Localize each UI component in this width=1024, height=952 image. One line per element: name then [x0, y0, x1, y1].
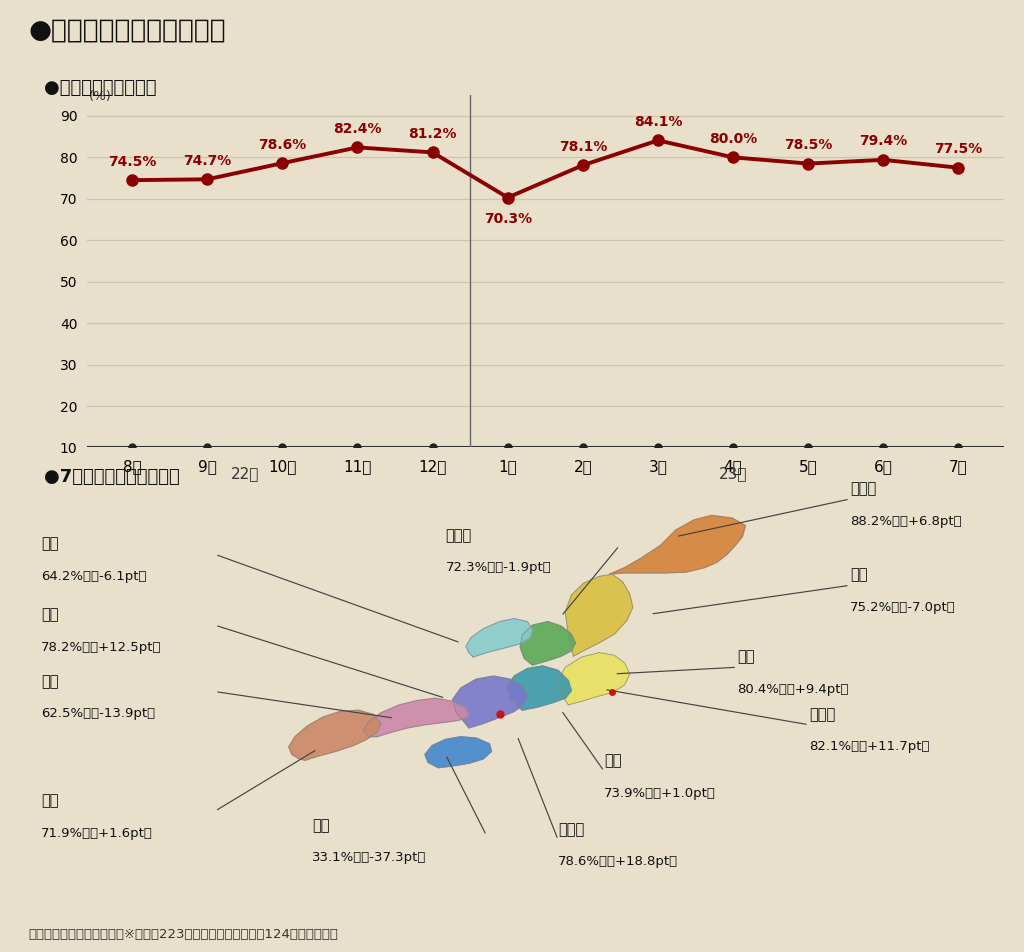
Text: 84.1%: 84.1%: [634, 115, 682, 129]
Text: 74.7%: 74.7%: [183, 153, 231, 168]
Text: 74.5%: 74.5%: [108, 154, 157, 169]
Text: 22年: 22年: [230, 466, 259, 481]
Text: 77.5%: 77.5%: [934, 142, 983, 156]
Polygon shape: [364, 698, 469, 737]
Polygon shape: [425, 737, 492, 767]
Text: 東京都: 東京都: [809, 707, 836, 722]
Polygon shape: [507, 665, 571, 710]
Text: 79.4%: 79.4%: [859, 134, 907, 149]
Polygon shape: [558, 653, 630, 704]
Text: 81.2%: 81.2%: [409, 127, 457, 141]
Text: 78.5%: 78.5%: [784, 138, 833, 152]
Text: 71.9%　（+1.6pt）: 71.9% （+1.6pt）: [41, 826, 153, 840]
Text: 75.2%　（-7.0pt）: 75.2% （-7.0pt）: [850, 601, 955, 614]
Text: 78.6%　（+18.8pt）: 78.6% （+18.8pt）: [558, 856, 678, 868]
Text: 64.2%　（-6.1pt）: 64.2% （-6.1pt）: [41, 570, 146, 583]
Polygon shape: [466, 619, 532, 657]
Text: 23年: 23年: [719, 466, 748, 481]
Text: 資料：全日本ホテル連盟　※調査は223ホテルを対象に行い、124ホテルが回答: 資料：全日本ホテル連盟 ※調査は223ホテルを対象に行い、124ホテルが回答: [29, 927, 339, 941]
Polygon shape: [609, 515, 745, 574]
Text: 62.5%　（-13.9pt）: 62.5% （-13.9pt）: [41, 707, 155, 720]
Text: 78.6%: 78.6%: [258, 137, 306, 151]
Text: 北海道: 北海道: [850, 482, 877, 496]
Text: 甲信越: 甲信越: [445, 527, 472, 543]
Text: 80.0%: 80.0%: [709, 131, 757, 146]
Text: 大阪府: 大阪府: [558, 823, 585, 837]
Polygon shape: [453, 676, 527, 728]
Text: 四国: 四国: [312, 818, 330, 833]
Text: 70.3%: 70.3%: [483, 212, 531, 226]
Polygon shape: [520, 622, 575, 665]
Text: 82.1%　（+11.7pt）: 82.1% （+11.7pt）: [809, 741, 930, 753]
Text: 78.2%　（+12.5pt）: 78.2% （+12.5pt）: [41, 641, 162, 654]
Text: 78.1%: 78.1%: [559, 140, 607, 153]
Text: ●7月の地域別客室利用率: ●7月の地域別客室利用率: [44, 468, 180, 486]
Text: 九州: 九州: [41, 793, 58, 808]
Text: 近畿: 近畿: [41, 607, 58, 623]
Text: 72.3%　（-1.9pt）: 72.3% （-1.9pt）: [445, 561, 551, 574]
Text: 73.9%　（+1.0pt）: 73.9% （+1.0pt）: [604, 786, 716, 800]
Text: 北陸: 北陸: [41, 537, 58, 551]
Text: ●全国のホテル客室利用率: ●全国のホテル客室利用率: [29, 18, 226, 44]
Text: 中国: 中国: [41, 674, 58, 689]
Text: 33.1%　（-37.3pt）: 33.1% （-37.3pt）: [312, 851, 427, 864]
Text: ●月別平均客室利用率: ●月別平均客室利用率: [44, 79, 157, 97]
Text: 関東: 関東: [737, 649, 755, 664]
Text: 88.2%　（+6.8pt）: 88.2% （+6.8pt）: [850, 514, 962, 527]
Polygon shape: [565, 574, 633, 656]
Text: 東海: 東海: [604, 754, 622, 768]
Text: 80.4%　（+9.4pt）: 80.4% （+9.4pt）: [737, 683, 849, 696]
Text: 東北: 東北: [850, 567, 867, 583]
Polygon shape: [289, 710, 381, 761]
Text: (%): (%): [88, 90, 112, 104]
Text: 82.4%: 82.4%: [333, 122, 382, 136]
